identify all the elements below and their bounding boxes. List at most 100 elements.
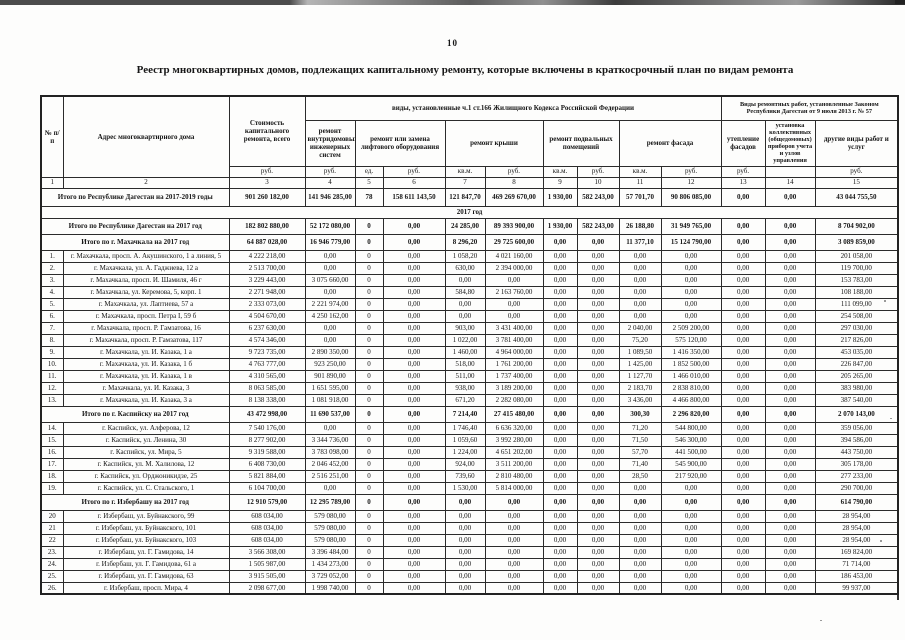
value-cell: 71 714,00 <box>814 557 899 571</box>
value-cell: 0,00 <box>618 297 662 311</box>
value-cell: 5 821 884,00 <box>228 469 306 483</box>
value-cell: 0 <box>354 405 384 423</box>
value-cell: 1 089,50 <box>618 345 662 359</box>
value-cell: 0,00 <box>720 233 766 251</box>
address-cell: г. Махачкала, просп. Р. Гамзатова, 117 <box>62 333 230 347</box>
value-cell: 305 178,00 <box>814 457 899 471</box>
value-cell: 0,00 <box>720 405 766 423</box>
value-cell: 0,00 <box>764 421 816 435</box>
value-cell: 0 <box>354 249 384 263</box>
value-cell: 0,00 <box>720 357 766 371</box>
value-cell: 0,00 <box>720 369 766 383</box>
value-cell: 6 237 630,00 <box>228 321 306 335</box>
address-cell: г. Махачкала, ул. И. Казака, 3 <box>62 381 230 395</box>
value-cell: 201 058,00 <box>814 249 899 263</box>
value-cell: 0,00 <box>576 493 620 511</box>
value-cell: 43 044 755,50 <box>814 187 899 207</box>
row-number: 2. <box>40 261 64 275</box>
value-cell: 0,00 <box>542 345 578 359</box>
value-cell: 5 814 000,00 <box>484 481 544 495</box>
value-cell: 0,00 <box>382 381 446 395</box>
value-cell: 15 124 790,00 <box>660 233 722 251</box>
value-cell: 28 954,00 <box>814 533 899 547</box>
value-cell: 99 937,00 <box>814 581 899 595</box>
value-cell: 0,00 <box>382 581 446 595</box>
value-cell: 0,00 <box>382 509 446 523</box>
value-cell: 0,00 <box>764 285 816 299</box>
value-cell: 0,00 <box>484 569 544 583</box>
value-cell: 0,00 <box>382 321 446 335</box>
value-cell: 0,00 <box>720 481 766 495</box>
value-cell: 0,00 <box>720 381 766 395</box>
value-cell: 0,00 <box>542 321 578 335</box>
table-row: 1. г. Махачкала, просп. А. Акушинского, 1… <box>40 249 899 263</box>
value-cell: 0,00 <box>720 345 766 359</box>
address-cell: г. Махачкала, ул. А. Гаджиева, 12 а <box>62 261 230 275</box>
unit-cell: кв.м. <box>618 165 662 178</box>
value-cell: 0,00 <box>660 569 722 583</box>
value-cell: 0,00 <box>576 381 620 395</box>
value-cell: 4 250 162,00 <box>304 309 356 323</box>
value-cell: 0,00 <box>764 569 816 583</box>
value-cell: 0,00 <box>720 249 766 263</box>
value-cell: 0,00 <box>720 309 766 323</box>
value-cell: 0,00 <box>660 273 722 287</box>
value-cell: 0,00 <box>720 297 766 311</box>
value-cell: 0,00 <box>382 249 446 263</box>
value-cell: 1 651 595,00 <box>304 381 356 395</box>
value-cell: 0,00 <box>576 557 620 571</box>
value-cell: 0,00 <box>720 557 766 571</box>
value-cell: 153 783,00 <box>814 273 899 287</box>
value-cell: 0,00 <box>576 405 620 423</box>
value-cell: 2 810 480,00 <box>484 469 544 483</box>
value-cell: 0,00 <box>382 469 446 483</box>
value-cell: 254 508,00 <box>814 309 899 323</box>
col-number: 9 <box>542 176 578 189</box>
value-cell: 16 946 779,00 <box>304 233 356 251</box>
value-cell: 0,00 <box>720 261 766 275</box>
value-cell: 277 233,00 <box>814 469 899 483</box>
value-cell: 300,30 <box>618 405 662 423</box>
value-cell: 205 265,00 <box>814 369 899 383</box>
value-cell: 0,00 <box>444 309 486 323</box>
value-cell: 0 <box>354 233 384 251</box>
table-row: 25. г. Избербаш, ул. Г. Гамидова, 63 3 915… <box>40 569 899 583</box>
col-header-eng-systems: ремонт внутридомовых инженерных систем <box>304 119 356 167</box>
value-cell: 57 701,70 <box>618 187 662 207</box>
value-cell: 441 500,00 <box>660 445 722 459</box>
value-cell: 0,00 <box>576 545 620 559</box>
value-cell: 0,00 <box>382 533 446 547</box>
table-row: 22 г. Избербаш, ул. Буйнакского, 103 608 0… <box>40 533 899 547</box>
value-cell: 608 034,00 <box>228 533 306 547</box>
summary-label: Итого по г. Махачкала на 2017 год <box>40 233 230 251</box>
value-cell: 0,00 <box>576 249 620 263</box>
value-cell: 12 295 789,00 <box>304 493 356 511</box>
value-cell: 0,00 <box>382 569 446 583</box>
address-cell: г. Каспийск, ул. С. Стальского, 1 <box>62 481 230 495</box>
value-cell: 0,00 <box>304 261 356 275</box>
value-cell: 0,00 <box>576 533 620 547</box>
value-cell: 186 453,00 <box>814 569 899 583</box>
value-cell: 0,00 <box>764 557 816 571</box>
value-cell: 0,00 <box>444 273 486 287</box>
row-number: 21 <box>40 521 64 535</box>
value-cell: 8 277 902,00 <box>228 433 306 447</box>
value-cell: 0,00 <box>764 333 816 347</box>
value-cell: 0 <box>354 493 384 511</box>
row-number: 18. <box>40 469 64 483</box>
value-cell: 0,00 <box>382 557 446 571</box>
value-cell: 608 034,00 <box>228 509 306 523</box>
scan-artifact-corner-mark <box>895 0 905 4</box>
value-cell: 0,00 <box>382 285 446 299</box>
value-cell: 0,00 <box>542 285 578 299</box>
value-cell: 2 513 700,00 <box>228 261 306 275</box>
value-cell: 3 783 098,00 <box>304 445 356 459</box>
value-cell: 0,00 <box>542 233 578 251</box>
value-cell: 29 725 600,00 <box>484 233 544 251</box>
value-cell: 4 504 670,00 <box>228 309 306 323</box>
col-number: 2 <box>62 176 230 189</box>
value-cell: 0,00 <box>382 369 446 383</box>
